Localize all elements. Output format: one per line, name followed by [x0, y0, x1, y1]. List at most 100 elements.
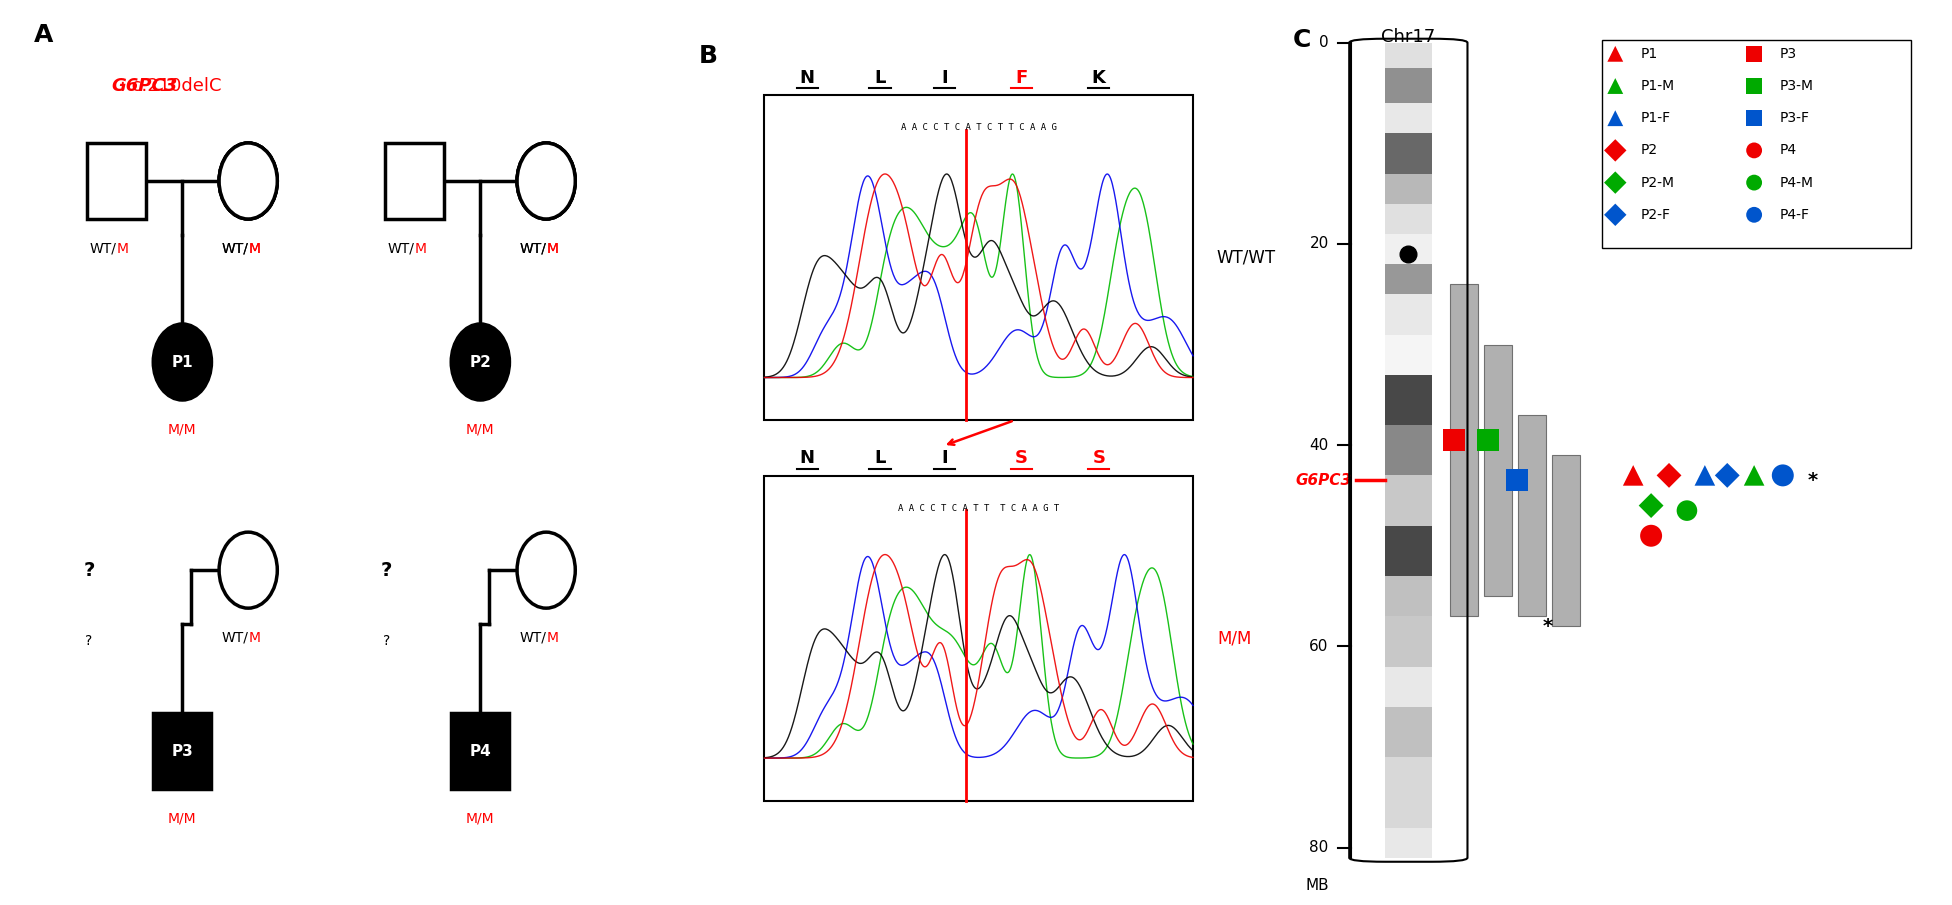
Circle shape	[219, 143, 277, 219]
Bar	[1386, 667, 1431, 707]
Point	[1739, 79, 1770, 93]
Text: 20: 20	[1310, 236, 1329, 252]
Point	[1739, 176, 1770, 190]
Text: M/M: M/M	[168, 812, 197, 825]
Bar	[451, 713, 509, 789]
Text: 40: 40	[1310, 438, 1329, 452]
Text: L: L	[874, 69, 886, 87]
Text: Chr17: Chr17	[1382, 28, 1435, 45]
Bar	[1484, 345, 1513, 596]
Text: L: L	[874, 450, 886, 467]
Bar	[1386, 204, 1431, 233]
Text: WT/: WT/	[221, 242, 248, 255]
Text: P1: P1	[1640, 47, 1657, 61]
Bar	[88, 143, 146, 219]
Text: ?: ?	[84, 561, 94, 579]
Text: 0: 0	[1320, 35, 1329, 51]
Text: P2: P2	[1640, 143, 1657, 157]
Text: WT/: WT/	[519, 631, 547, 644]
Text: P4: P4	[1778, 143, 1796, 157]
Bar	[1386, 233, 1431, 264]
Point	[1636, 499, 1667, 513]
Circle shape	[517, 143, 576, 219]
Text: MB: MB	[1306, 878, 1329, 893]
Text: M: M	[248, 631, 260, 644]
Text: M: M	[248, 242, 260, 255]
Text: P1: P1	[172, 355, 193, 369]
Point	[1739, 468, 1770, 482]
Text: *: *	[1542, 617, 1554, 636]
Text: M/M: M/M	[168, 423, 197, 436]
Circle shape	[154, 324, 211, 400]
Text: P3: P3	[172, 744, 193, 758]
Circle shape	[517, 143, 576, 219]
Point	[1739, 111, 1770, 126]
Circle shape	[451, 324, 509, 400]
Point	[1601, 79, 1632, 93]
Text: P3-F: P3-F	[1778, 111, 1810, 125]
Text: WT/: WT/	[519, 242, 547, 255]
Point	[1439, 433, 1470, 447]
Text: I: I	[941, 69, 949, 87]
Bar	[1386, 425, 1431, 475]
Bar	[1386, 133, 1431, 174]
Point	[1601, 46, 1632, 61]
Point	[1712, 468, 1743, 482]
Bar	[1386, 294, 1431, 335]
Bar	[1386, 576, 1431, 616]
Text: WT/WT: WT/WT	[1216, 249, 1277, 267]
Bar	[1386, 68, 1431, 103]
Bar	[1386, 335, 1431, 375]
Text: WT/: WT/	[388, 242, 414, 255]
Point	[1767, 468, 1798, 482]
Point	[1688, 468, 1720, 482]
Text: M: M	[547, 242, 558, 255]
Point	[1601, 111, 1632, 126]
Circle shape	[219, 143, 277, 219]
Text: M: M	[248, 242, 260, 255]
Text: M: M	[547, 242, 558, 255]
Bar	[154, 713, 211, 789]
Text: G6PC3: G6PC3	[111, 77, 178, 95]
Text: WT/: WT/	[90, 242, 117, 255]
Text: F: F	[1015, 69, 1027, 87]
Point	[1653, 468, 1685, 482]
Point	[1671, 503, 1702, 518]
Bar	[1386, 827, 1431, 858]
Bar	[1386, 264, 1431, 294]
Text: P2-M: P2-M	[1640, 176, 1675, 190]
Text: WT/: WT/	[221, 631, 248, 644]
Text: ?: ?	[86, 634, 92, 647]
Bar	[1386, 475, 1431, 526]
Text: S: S	[1093, 450, 1105, 467]
Bar	[1552, 455, 1581, 626]
Text: P1-M: P1-M	[1640, 79, 1675, 93]
Text: M/M: M/M	[467, 812, 494, 825]
Text: M: M	[547, 631, 558, 644]
Bar	[385, 143, 443, 219]
Point	[1739, 46, 1770, 61]
Text: P2: P2	[468, 355, 492, 369]
Text: S: S	[1015, 450, 1029, 467]
Bar	[1386, 526, 1431, 576]
Bar	[765, 476, 1193, 801]
Bar	[765, 95, 1193, 420]
Text: 80: 80	[1310, 840, 1329, 855]
Text: P1-F: P1-F	[1640, 111, 1671, 125]
Bar	[1386, 103, 1431, 133]
Text: P4-M: P4-M	[1778, 176, 1813, 190]
Text: P3-M: P3-M	[1778, 79, 1813, 93]
Text: 60: 60	[1310, 639, 1329, 654]
Bar	[1603, 40, 1911, 248]
Point	[1601, 143, 1632, 157]
Text: I: I	[941, 450, 949, 467]
Point	[1636, 529, 1667, 543]
Text: P3: P3	[1778, 47, 1796, 61]
Text: N: N	[800, 69, 814, 87]
Text: P2-F: P2-F	[1640, 208, 1671, 222]
Text: : c.210delC: : c.210delC	[68, 77, 221, 95]
Point	[1739, 143, 1770, 157]
Text: *: *	[1808, 471, 1817, 490]
Text: ?: ?	[381, 561, 392, 579]
Point	[1601, 207, 1632, 222]
